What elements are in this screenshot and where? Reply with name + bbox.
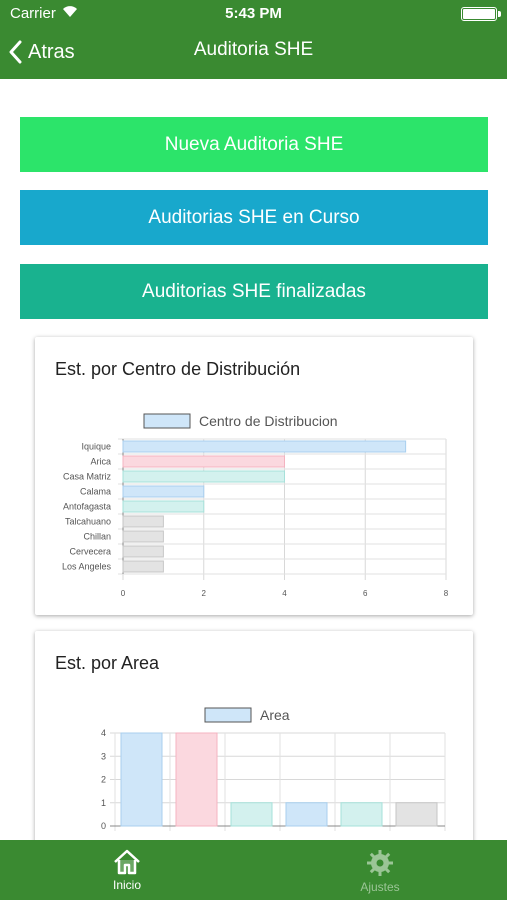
status-time: 5:43 PM xyxy=(225,5,282,22)
battery-icon xyxy=(461,7,501,21)
auditorias-en-curso-button[interactable]: Auditorias SHE en Curso xyxy=(20,190,488,245)
chart-area-bar xyxy=(395,802,438,827)
chart-centro-category-label: Arica xyxy=(90,457,111,467)
tab-bar: Inicio Ajustes xyxy=(0,840,507,900)
chart-area-bar xyxy=(175,732,218,827)
page-title: Auditoria SHE xyxy=(193,39,314,60)
chart-centro-category-label: Calama xyxy=(80,487,111,497)
chart-area-bar xyxy=(230,802,273,827)
chart-centro-bar xyxy=(122,560,164,573)
chart-centro-category-label: Antofagasta xyxy=(63,502,111,512)
chart-centro: Centro de Distribucion 0 2 4 6 8 Iquique Arica C… xyxy=(62,413,449,598)
chart-centro-tick-x: 0 xyxy=(121,589,126,598)
back-label: Atras xyxy=(28,40,75,63)
chart-centro-category-label: Chillan xyxy=(83,532,111,542)
chart-centro-bar xyxy=(122,455,285,468)
chart-centro-category-label: Casa Matriz xyxy=(63,472,112,482)
chart-centro-tick-x: 8 xyxy=(444,589,449,598)
nueva-auditoria-button[interactable]: Nueva Auditoria SHE xyxy=(20,117,488,172)
chart-area-tick-y: 4 xyxy=(101,728,106,738)
gear-icon xyxy=(367,850,393,876)
chart-centro-category-label: Los Angeles xyxy=(62,562,112,572)
chevron-left-icon xyxy=(9,40,22,64)
chart-centro-bar xyxy=(122,440,407,453)
auditorias-finalizadas-button[interactable]: Auditorias SHE finalizadas xyxy=(20,264,488,319)
chart-title-area: Est. por Area xyxy=(55,653,160,673)
chart-centro-category-label: Cervecera xyxy=(69,547,111,557)
chart-centro-legend-swatch xyxy=(143,413,191,429)
chart-centro-bar xyxy=(122,470,285,483)
tab-ajustes-label: Ajustes xyxy=(360,880,400,894)
chart-card-centro: Est. por Centro de Distribución Centro d… xyxy=(35,337,473,615)
chart-area: Area 0 1 2 3 4 xyxy=(101,707,446,831)
chart-centro-legend-label: Centro de Distribucion xyxy=(199,413,338,429)
chart-centro-tick-x: 6 xyxy=(363,589,368,598)
chart-area-tick-y: 3 xyxy=(101,751,106,761)
chart-area-bar xyxy=(285,802,328,827)
back-button[interactable]: Atras xyxy=(8,38,75,66)
tab-inicio[interactable]: Inicio xyxy=(67,840,187,900)
chart-centro-bar xyxy=(122,545,164,558)
chart-centro-bar xyxy=(122,485,205,498)
chart-centro-bar xyxy=(122,500,205,513)
chart-centro-bar xyxy=(122,515,164,528)
carrier-label: Carrier xyxy=(10,5,56,22)
chart-area-legend-label: Area xyxy=(260,707,290,723)
chart-centro-category-label: Talcahuano xyxy=(65,517,111,527)
chart-centro-tick-x: 4 xyxy=(282,589,287,598)
tab-ajustes[interactable]: Ajustes xyxy=(320,840,440,900)
status-bar: Carrier 5:43 PM xyxy=(0,0,507,26)
navigation-bar: Atras Auditoria SHE xyxy=(0,26,507,79)
chart-area-tick-y: 0 xyxy=(101,821,106,831)
tab-inicio-label: Inicio xyxy=(112,878,141,892)
chart-area-bar xyxy=(120,732,163,827)
wifi-icon xyxy=(63,6,77,17)
chart-centro-category-label: Iquique xyxy=(81,442,111,452)
chart-centro-tick-x: 2 xyxy=(202,589,207,598)
chart-title-centro: Est. por Centro de Distribución xyxy=(55,359,301,379)
home-icon xyxy=(114,849,140,875)
chart-area-tick-y: 1 xyxy=(101,798,106,808)
chart-area-legend-swatch xyxy=(204,707,252,723)
chart-centro-bar xyxy=(122,530,164,543)
chart-card-area: Est. por Area Area 0 1 2 3 4 xyxy=(35,631,473,871)
chart-area-tick-y: 2 xyxy=(101,775,106,785)
chart-area-bar xyxy=(340,802,383,827)
